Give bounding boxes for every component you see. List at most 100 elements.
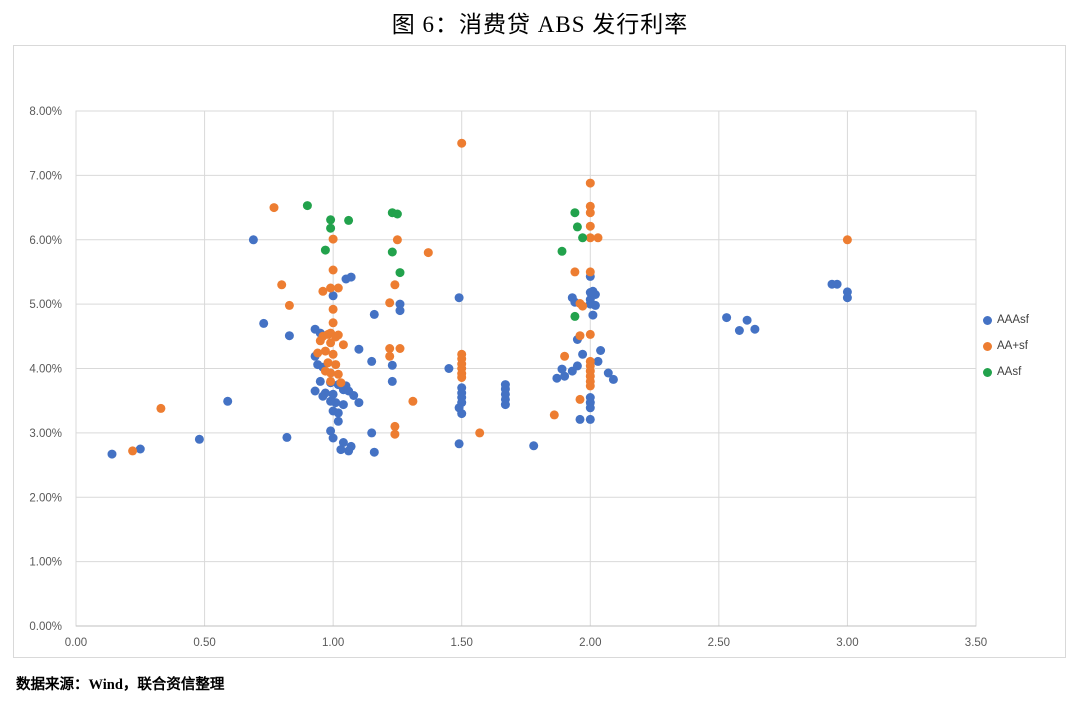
legend-item-AAAsf: AAAsf	[983, 314, 1029, 326]
data-point-AAAsf	[367, 356, 377, 366]
data-point-AA+sf	[385, 298, 395, 308]
data-point-AAAsf	[336, 445, 346, 455]
legend-marker-icon	[983, 367, 992, 377]
data-point-AA+sf	[331, 332, 341, 342]
data-point-AAsf	[320, 245, 330, 255]
data-point-AAAsf	[387, 360, 397, 370]
legend-item-AAsf: AAsf	[983, 366, 1029, 378]
data-point-AA+sf	[338, 340, 348, 350]
data-point-AAAsf	[349, 391, 359, 400]
data-point-AAAsf	[750, 324, 760, 334]
y-tick-label: 8.00%	[29, 106, 62, 118]
y-tick-label: 3.00%	[29, 428, 62, 440]
x-tick-label: 1.00	[322, 637, 344, 649]
data-point-AA+sf	[284, 300, 294, 310]
data-point-AA+sf	[328, 234, 338, 244]
legend-label: AAAsf	[997, 314, 1029, 326]
data-point-AAAsf	[590, 300, 600, 310]
data-point-AA+sf	[326, 283, 336, 293]
data-point-AA+sf	[585, 233, 595, 243]
data-point-AAAsf	[560, 371, 570, 381]
x-tick-label: 3.00	[836, 637, 858, 649]
data-point-AAAsf	[722, 313, 732, 323]
data-point-AAAsf	[603, 368, 613, 378]
data-point-AA+sf	[385, 351, 395, 361]
data-point-AA+sf	[336, 378, 346, 388]
x-tick-label: 1.50	[451, 637, 473, 649]
data-point-AAsf	[344, 215, 354, 225]
data-point-AA+sf	[585, 381, 595, 391]
data-point-AA+sf	[585, 267, 595, 277]
data-point-AAAsf	[331, 398, 341, 408]
data-point-AA+sf	[277, 280, 287, 290]
data-point-AAAsf	[395, 299, 405, 309]
data-point-AAAsf	[369, 447, 379, 457]
data-point-AAAsf	[310, 386, 320, 396]
data-point-AA+sf	[585, 221, 595, 231]
data-point-AA+sf	[318, 286, 328, 296]
data-point-AA+sf	[575, 394, 585, 404]
data-point-AA+sf	[156, 403, 166, 413]
data-point-AAAsf	[338, 438, 348, 447]
data-point-AAAsf	[135, 444, 145, 454]
data-point-AAAsf	[596, 346, 606, 355]
data-point-AAAsf	[107, 449, 117, 459]
data-point-AAAsf	[585, 414, 595, 424]
data-point-AAAsf	[557, 364, 567, 374]
data-point-AA+sf	[313, 348, 323, 358]
data-point-AAAsf	[282, 432, 292, 442]
data-point-AA+sf	[408, 396, 418, 406]
x-tick-label: 0.50	[193, 637, 215, 649]
data-point-AAAsf	[588, 310, 598, 320]
data-point-AA+sf	[570, 267, 580, 277]
data-point-AA+sf	[328, 304, 338, 314]
data-point-AA+sf	[326, 376, 336, 386]
data-point-AAAsf	[346, 272, 356, 282]
data-point-AAAsf	[585, 403, 595, 413]
data-point-AAAsf	[194, 434, 204, 444]
data-point-AAAsf	[369, 309, 379, 319]
data-point-AAsf	[578, 233, 588, 243]
data-point-AA+sf	[269, 203, 279, 213]
data-point-AA+sf	[328, 265, 338, 275]
data-point-AAsf	[326, 215, 336, 225]
data-point-AA+sf	[323, 329, 333, 339]
data-point-AA+sf	[328, 318, 338, 328]
data-point-AAAsf	[529, 441, 539, 451]
data-point-AA+sf	[593, 233, 603, 243]
data-point-AAAsf	[248, 235, 258, 245]
data-point-AAAsf	[387, 376, 397, 386]
data-point-AAAsf	[328, 389, 338, 399]
data-point-AAAsf	[454, 439, 464, 449]
data-point-AA+sf	[549, 410, 559, 420]
data-point-AAsf	[395, 268, 405, 278]
data-point-AA+sf	[457, 373, 467, 382]
data-point-AA+sf	[585, 178, 595, 188]
data-point-AAsf	[387, 247, 397, 257]
y-tick-label: 5.00%	[29, 299, 62, 311]
data-point-AAAsf	[318, 391, 328, 401]
data-point-AA+sf	[320, 346, 330, 356]
y-tick-label: 4.00%	[29, 364, 62, 376]
legend-marker-icon	[983, 341, 992, 351]
data-point-AAsf	[570, 311, 580, 321]
data-point-AAAsf	[333, 416, 343, 426]
data-point-AA+sf	[585, 208, 595, 218]
data-point-AA+sf	[128, 446, 138, 456]
data-point-AA+sf	[560, 351, 570, 361]
data-point-AAAsf	[328, 433, 338, 443]
data-point-AAAsf	[444, 364, 454, 373]
data-point-AAAsf	[259, 318, 269, 328]
data-point-AAAsf	[500, 400, 510, 410]
data-point-AAAsf	[832, 279, 842, 289]
data-point-AA+sf	[575, 331, 585, 341]
x-tick-label: 2.00	[579, 637, 601, 649]
legend-marker-icon	[983, 315, 992, 325]
data-point-AAAsf	[367, 428, 377, 438]
data-point-AAAsf	[326, 426, 336, 436]
data-point-AA+sf	[323, 358, 333, 368]
data-point-AAAsf	[578, 349, 588, 359]
data-point-AA+sf	[390, 280, 400, 290]
data-point-AAsf	[570, 208, 580, 218]
data-point-AA+sf	[326, 338, 336, 348]
